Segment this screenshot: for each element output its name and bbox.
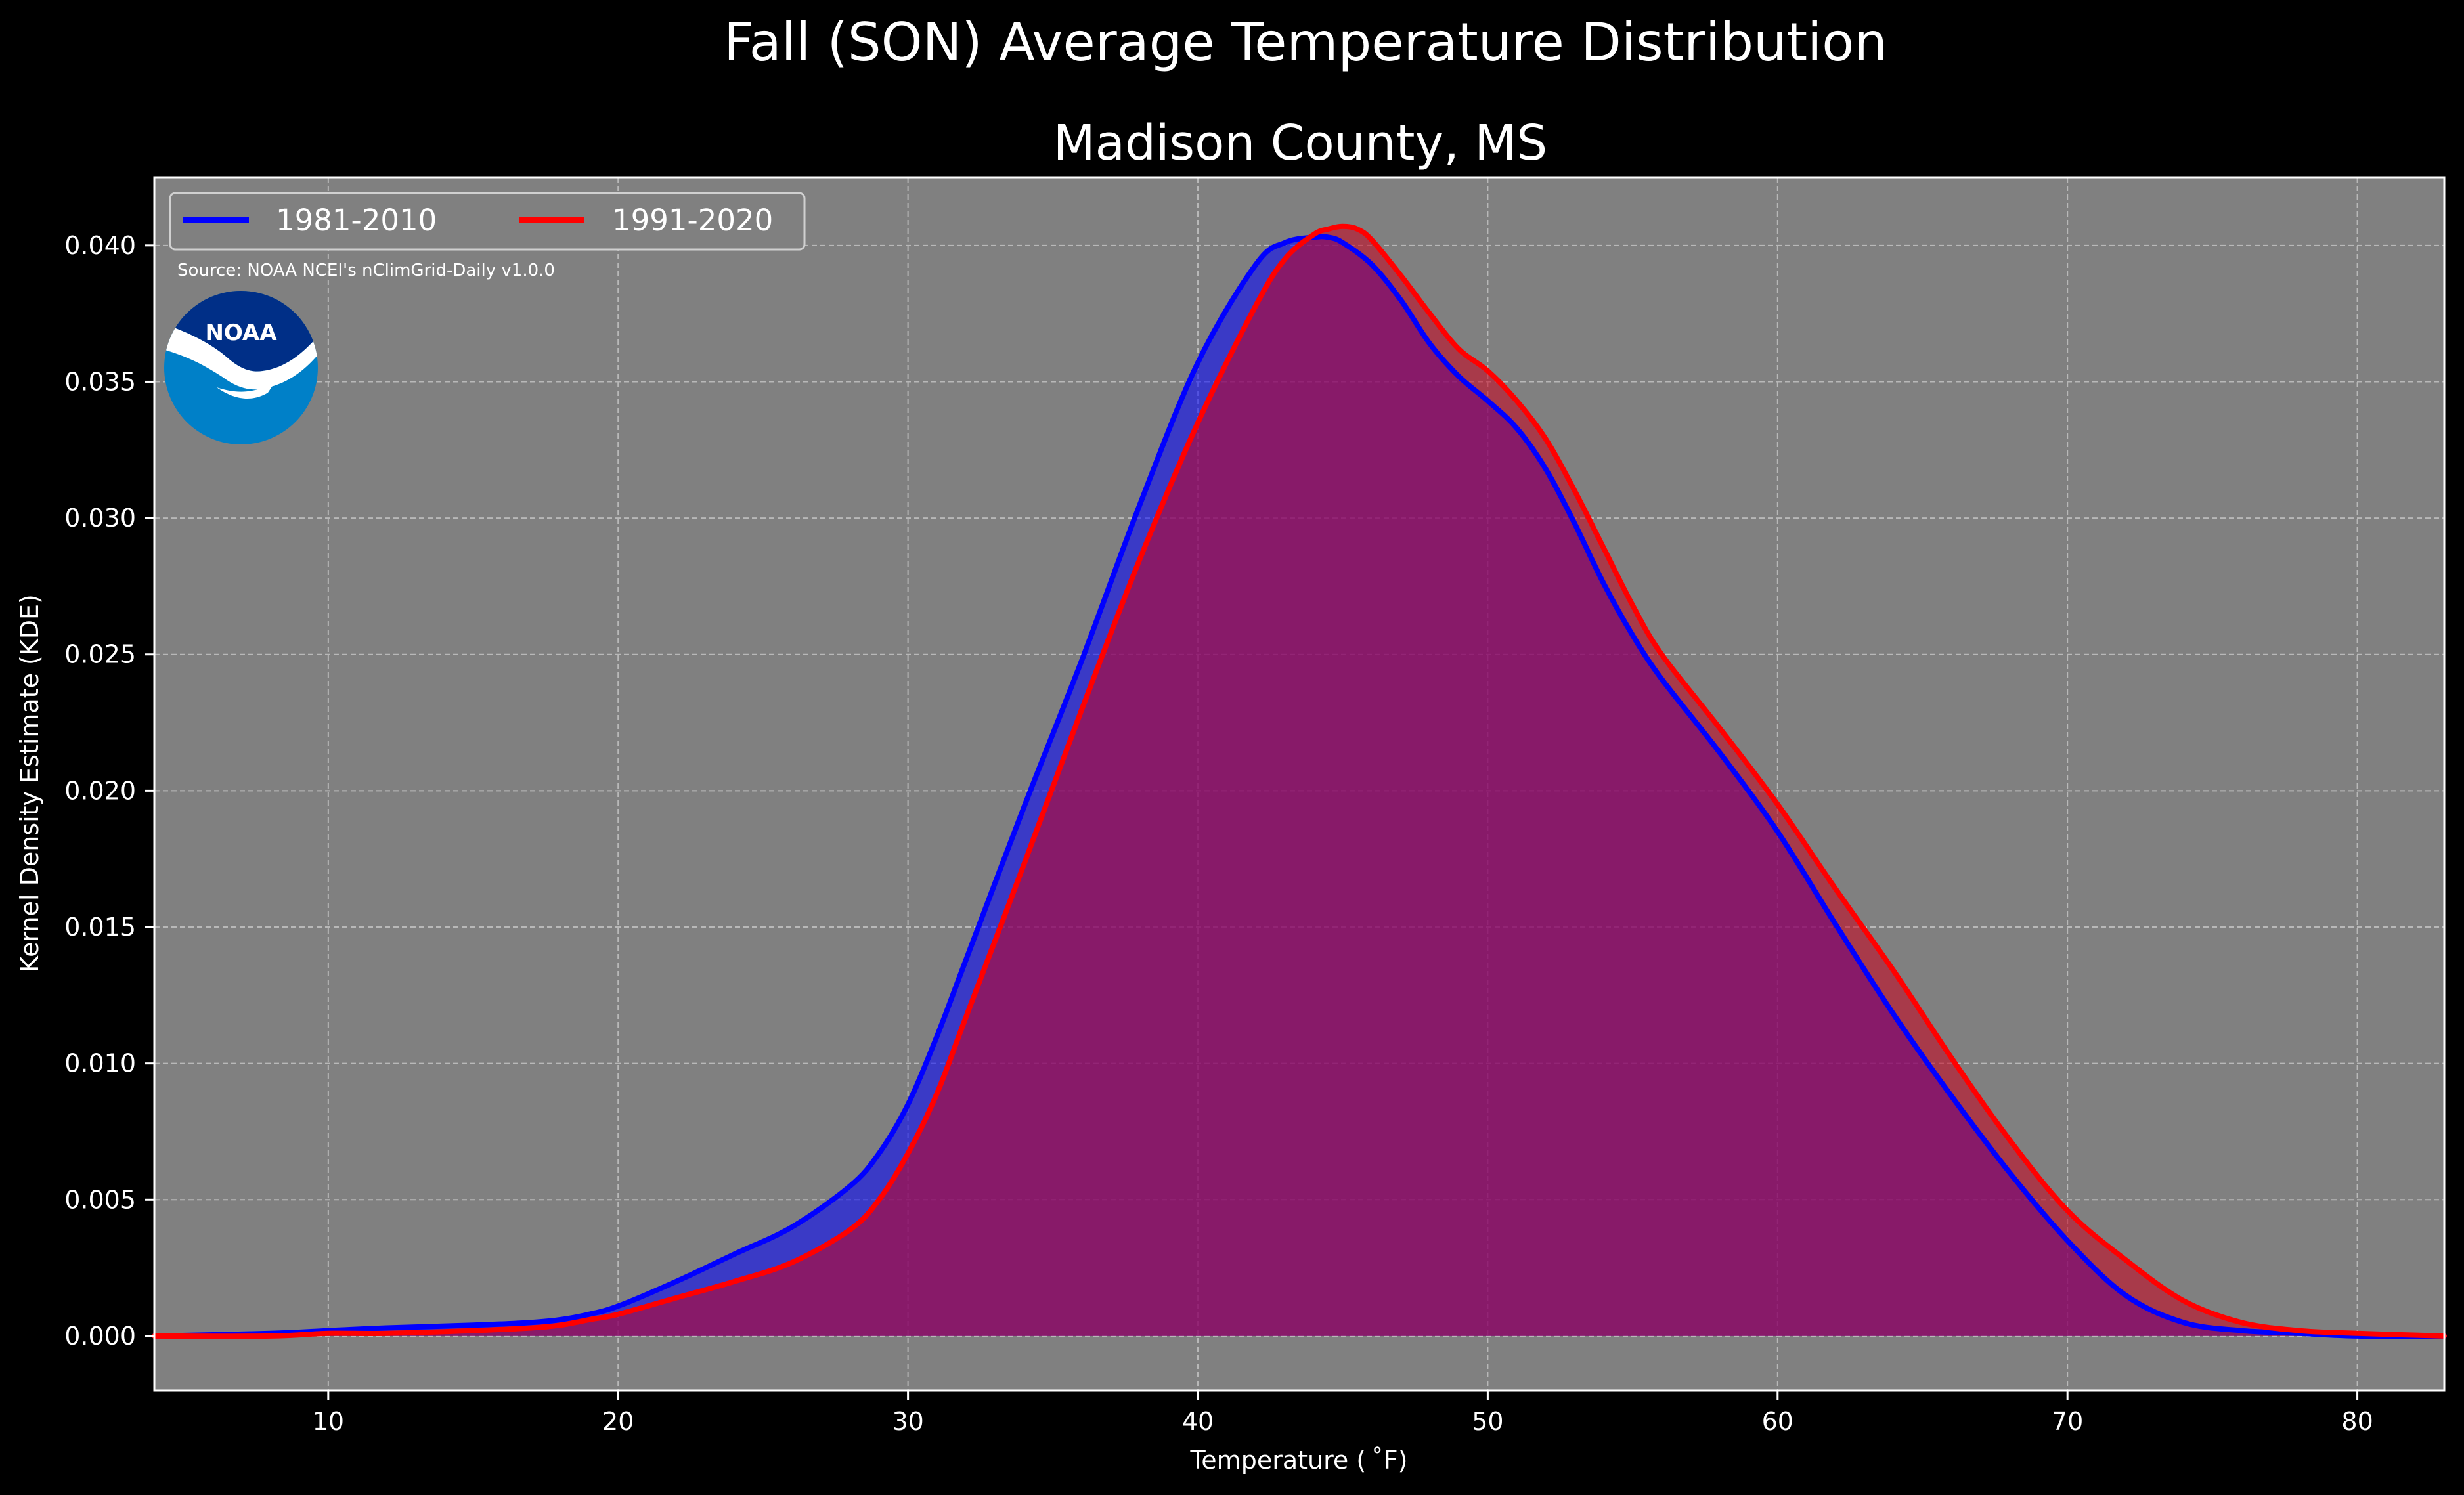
series-lines [152,223,2447,1339]
y-axis-label: Kernel Density Estimate (KDE) [15,594,44,972]
y-axis-ticks: 0.000 0.005 0.010 0.015 0.020 0.025 0.030 0.035… [64,231,154,1351]
series-line-1991-2020 [152,223,2447,1339]
source-annotation: Source: NOAA NCEI's nClimGrid-Daily v1.0… [177,261,555,280]
legend-box [169,192,806,251]
legend-label-1991-2020: 1991-2020 [612,203,773,238]
y-tick-label-1: 0.005 [64,1185,136,1214]
plot-area [152,176,2447,1392]
series-area-1991-2020 [154,226,2444,1337]
chart-subtitle: Madison County, MS [1053,115,1547,171]
x-tick-label-20: 20 [602,1407,634,1436]
series-fills [154,226,2444,1337]
noaa-logo: NOAA [164,291,318,444]
y-tick-label-5: 0.025 [64,640,136,669]
legend-label-1981-2010: 1981-2010 [276,203,437,238]
y-tick-label-0: 0.000 [64,1322,136,1351]
y-tick-label-6: 0.030 [64,504,136,532]
plot-frame [153,176,2446,1392]
x-tick-label-30: 30 [892,1407,923,1436]
noaa-logo-text: NOAA [205,320,277,346]
series-line-1981-2010 [152,234,2447,1339]
x-tick-label-10: 10 [313,1407,344,1436]
y-tick-label-3: 0.015 [64,913,136,942]
x-tick-label-70: 70 [2052,1407,2083,1436]
legend: 1981-2010 1991-2020 [169,192,806,251]
x-tick-label-50: 50 [1472,1407,1503,1436]
x-tick-label-60: 60 [1762,1407,1793,1436]
x-tick-label-40: 40 [1182,1407,1214,1436]
chart-title: Fall (SON) Average Temperature Distribut… [724,12,1887,73]
y-tick-label-2: 0.010 [64,1049,136,1078]
x-axis-ticks: 10 20 30 40 50 60 70 80 [313,1391,2373,1436]
x-axis-label: Temperature ( ˚F) [1190,1446,1408,1475]
y-tick-label-4: 0.020 [64,776,136,805]
x-tick-label-80: 80 [2341,1407,2373,1436]
y-tick-label-8: 0.040 [64,231,136,260]
y-tick-label-7: 0.035 [64,367,136,396]
